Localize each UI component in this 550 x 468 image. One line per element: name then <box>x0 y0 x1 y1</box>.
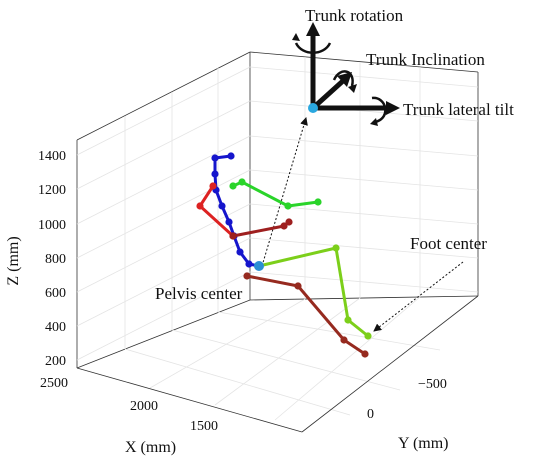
spine-joint <box>211 170 219 178</box>
left-arm-joint <box>314 198 322 206</box>
trunk-rotation-label: Trunk rotation <box>305 6 404 25</box>
z-tick: 1000 <box>38 218 66 233</box>
z-tick: 200 <box>45 354 66 369</box>
spine-joint <box>225 218 233 226</box>
right-leg-joint <box>294 282 302 290</box>
trunk-inclination-axis <box>311 78 346 110</box>
grid-lines <box>76 57 479 421</box>
foot-center-label: Foot center <box>410 234 487 253</box>
inclination-arrow-icon <box>332 70 354 87</box>
trunk-inclination-label: Trunk Inclination <box>366 50 485 69</box>
right-arm-lower-joint <box>229 232 237 240</box>
left-leg-joint <box>332 244 340 252</box>
trunk-frame <box>292 22 400 126</box>
left-leg-joint <box>344 316 352 324</box>
right-arm-joint <box>196 202 204 210</box>
back-panels <box>76 51 479 369</box>
lateral-tilt-arrow-icon <box>371 96 387 124</box>
right-arm-lower-segment <box>232 220 290 238</box>
z-tick-labels: 1400 1200 1000 800 600 400 200 <box>38 149 66 369</box>
pelvis-to-frame-leader <box>261 117 308 267</box>
pelvis-center-point <box>254 261 264 271</box>
spine-joint <box>211 154 219 162</box>
right-leg-joint <box>340 336 348 344</box>
front-axes <box>76 295 479 433</box>
left-arm-joint <box>238 178 246 186</box>
z-tick: 800 <box>45 252 66 267</box>
right-leg-segment <box>246 274 366 356</box>
spine-joint <box>236 248 244 256</box>
spine-segment <box>213 154 260 268</box>
z-tick: 1400 <box>38 149 66 164</box>
left-leg-joint <box>364 332 372 340</box>
z-tick: 400 <box>45 320 66 335</box>
spine-joint <box>245 260 253 268</box>
z-tick: 1200 <box>38 183 66 198</box>
pelvis-center-label: Pelvis center <box>155 284 243 303</box>
frame-origin <box>308 103 318 113</box>
skeleton <box>196 152 372 358</box>
left-leg-segment <box>258 246 369 338</box>
left-arm-segment <box>232 180 319 208</box>
right-leg-joint <box>243 272 251 280</box>
y-tick: 0 <box>367 407 374 422</box>
left-arm-joint <box>284 202 292 210</box>
left-arm-joint <box>229 182 237 190</box>
right-leg-joint <box>361 350 369 358</box>
x-tick-labels: 2500 2000 1500 <box>40 376 218 434</box>
z-tick: 600 <box>45 286 66 301</box>
right-arm-joint <box>209 182 217 190</box>
y-axis-label: Y (mm) <box>398 435 449 452</box>
spine-joint <box>227 152 235 160</box>
leader-lines <box>261 117 464 332</box>
z-axis-label: Z (mm) <box>5 236 22 285</box>
y-tick: −500 <box>418 377 447 392</box>
x-tick: 2000 <box>130 399 158 414</box>
spine-joint <box>218 202 226 210</box>
x-axis-label: X (mm) <box>125 439 176 456</box>
trunk-lateral-tilt-label: Trunk lateral tilt <box>403 100 514 119</box>
x-tick: 1500 <box>190 419 218 434</box>
rotation-arrow-icon <box>294 42 332 54</box>
y-tick-labels: −500 0 <box>367 377 447 422</box>
foot-center-leader <box>373 261 464 332</box>
right-arm-lower-joint <box>285 218 293 226</box>
x-tick: 2500 <box>40 376 68 391</box>
annotations: Trunk rotation Trunk Inclination Trunk l… <box>155 6 514 303</box>
right-arm-lower-joint <box>280 222 288 230</box>
